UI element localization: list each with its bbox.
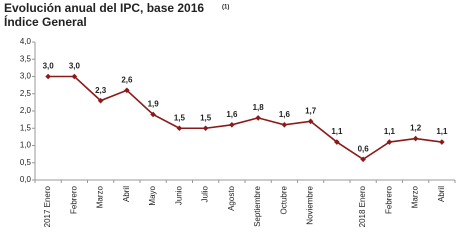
y-tick-label: 1,0 bbox=[20, 141, 32, 150]
y-tick-label: 1,5 bbox=[20, 123, 32, 132]
title-note: (1) bbox=[222, 5, 229, 11]
value-label: 1,1 bbox=[436, 127, 448, 136]
x-tick-label: Marzo bbox=[96, 185, 105, 208]
value-label: 1,7 bbox=[305, 106, 317, 115]
value-label: 1,5 bbox=[200, 113, 212, 122]
value-label: 1,9 bbox=[148, 100, 160, 109]
value-label: 1,5 bbox=[174, 113, 186, 122]
point bbox=[334, 139, 340, 145]
y-tick-label: 3,0 bbox=[20, 72, 32, 81]
value-label: 1,8 bbox=[253, 103, 265, 112]
chart-subtitle: Índice General bbox=[4, 14, 87, 29]
x-tick-label: Noviembre bbox=[306, 185, 315, 224]
x-tick-label: Febrero bbox=[69, 185, 78, 214]
value-label: 1,1 bbox=[384, 127, 396, 136]
x-tick-label: Marzo bbox=[411, 185, 420, 208]
value-label: 1,6 bbox=[226, 110, 238, 119]
value-label: 2,3 bbox=[95, 86, 107, 95]
point bbox=[255, 115, 261, 121]
x-tick-label: Agosto bbox=[227, 185, 236, 210]
chart-title: Evolución anual del IPC, base 2016 bbox=[4, 1, 204, 15]
y-tick-label: 2,0 bbox=[20, 106, 32, 115]
y-tick-label: 0,0 bbox=[20, 175, 32, 184]
value-label: 0,6 bbox=[358, 144, 370, 153]
x-tick-label: Octubre bbox=[279, 185, 288, 214]
x-tick-label: Julio bbox=[201, 185, 210, 202]
value-label: 3,0 bbox=[69, 62, 81, 71]
value-label: 1,6 bbox=[279, 110, 291, 119]
y-tick-label: 0,5 bbox=[20, 158, 32, 167]
value-label: 3,0 bbox=[43, 62, 55, 71]
point bbox=[386, 139, 393, 145]
point bbox=[97, 97, 104, 104]
x-tick-label: Junio bbox=[174, 185, 183, 205]
point bbox=[176, 125, 183, 132]
point bbox=[71, 73, 78, 80]
x-tick-label: Mayo bbox=[148, 185, 157, 205]
point bbox=[202, 125, 209, 132]
point bbox=[124, 87, 130, 94]
point bbox=[45, 73, 51, 80]
value-label: 1,1 bbox=[331, 127, 343, 136]
x-tick-label: 2017 Enero bbox=[43, 185, 52, 227]
y-tick-label: 3,5 bbox=[20, 54, 32, 63]
y-tick-label: 4,0 bbox=[20, 37, 32, 46]
x-tick-label: Abril bbox=[122, 186, 131, 202]
x-tick-label: Septiembre bbox=[253, 185, 262, 226]
point bbox=[229, 122, 235, 128]
value-label: 2,6 bbox=[121, 75, 133, 84]
series-line bbox=[48, 75, 442, 161]
point bbox=[281, 122, 288, 128]
point bbox=[307, 118, 314, 125]
point bbox=[150, 111, 156, 118]
point bbox=[412, 135, 419, 142]
x-tick-label: Febrero bbox=[384, 185, 393, 214]
x-tick-label: 2018 Enero bbox=[358, 185, 367, 227]
value-label: 1,2 bbox=[410, 124, 422, 133]
y-tick-label: 2,5 bbox=[20, 89, 32, 98]
point bbox=[439, 139, 445, 145]
x-tick-label: Abril bbox=[437, 186, 446, 202]
point bbox=[360, 156, 366, 163]
